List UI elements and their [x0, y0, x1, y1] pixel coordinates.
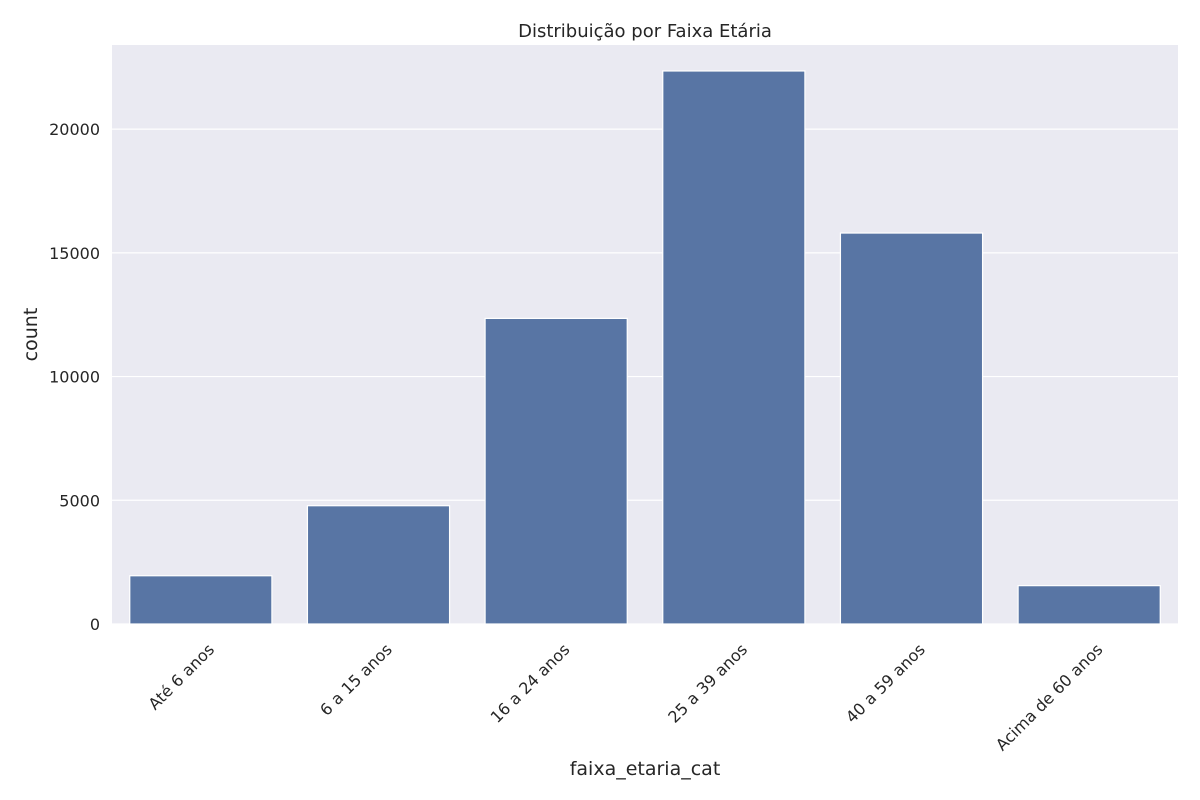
x-axis-ticks: Até 6 anos 6 a 15 anos 16 a 24 anos 25 a 39…: [144, 640, 1106, 755]
bar: [484, 317, 628, 625]
y-axis-label: count: [20, 308, 42, 362]
x-tick-label: Até 6 anos: [144, 640, 218, 714]
bars: [129, 70, 1161, 625]
x-tick-label: 6 a 15 anos: [316, 640, 396, 720]
y-tick-label: 15000: [49, 244, 100, 263]
x-tick-label: 16 a 24 anos: [487, 640, 574, 727]
chart-title: Distribuição por Faixa Etária: [518, 21, 772, 42]
x-tick-label: Acima de 60 anos: [992, 640, 1107, 755]
y-axis-ticks: 0 5000 10000 15000 20000: [49, 120, 100, 634]
bar: [1017, 585, 1161, 625]
bar: [662, 70, 806, 625]
bar: [129, 575, 273, 625]
y-tick-label: 0: [90, 615, 100, 634]
y-tick-label: 5000: [59, 491, 100, 510]
plot-area: [112, 45, 1178, 624]
bar: [839, 232, 984, 625]
y-tick-label: 20000: [49, 120, 100, 139]
x-axis-label: faixa_etaria_cat: [570, 758, 721, 780]
gridlines: [112, 128, 1178, 625]
x-tick-label: 25 a 39 anos: [664, 640, 751, 727]
x-tick-label: 40 a 59 anos: [842, 640, 929, 727]
y-tick-label: 10000: [49, 368, 100, 387]
bar: [306, 505, 451, 625]
